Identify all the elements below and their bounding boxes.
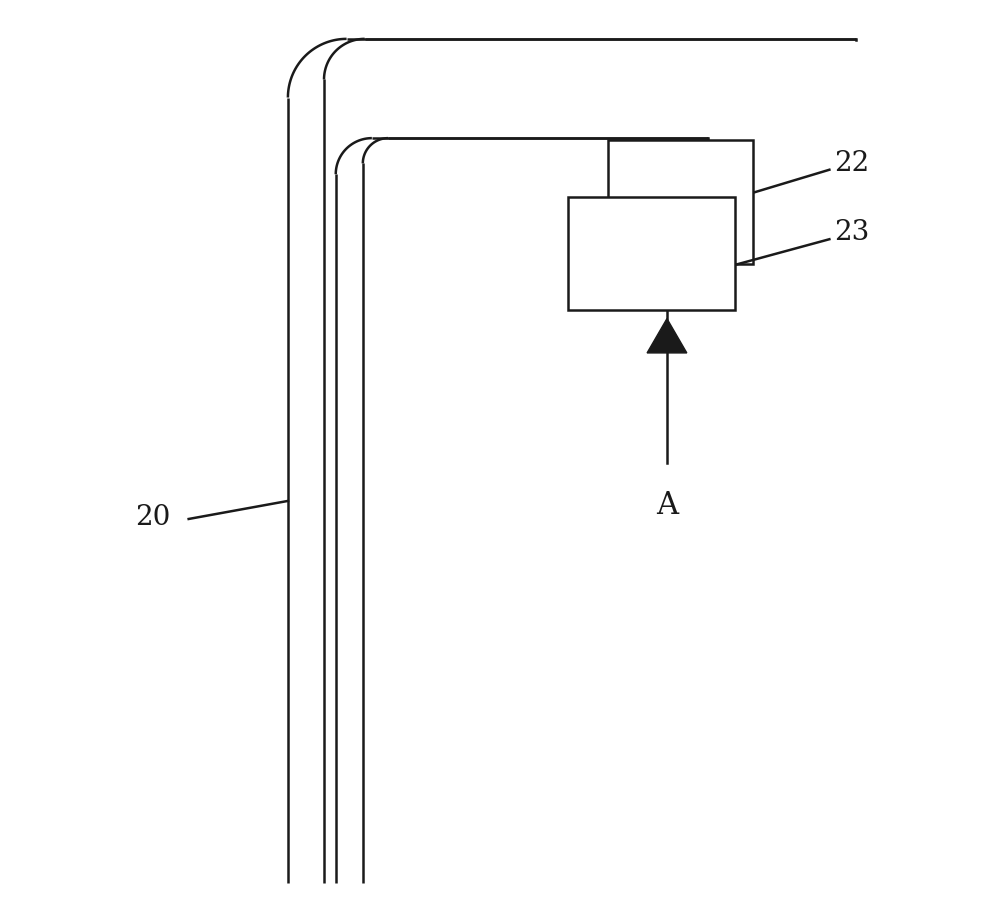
Text: 20: 20	[135, 504, 170, 530]
Polygon shape	[647, 319, 687, 353]
Bar	[568, 197, 735, 310]
Bar	[608, 140, 753, 264]
Text: A: A	[656, 490, 678, 521]
Text: 23: 23	[834, 220, 869, 246]
Text: 22: 22	[834, 150, 869, 177]
